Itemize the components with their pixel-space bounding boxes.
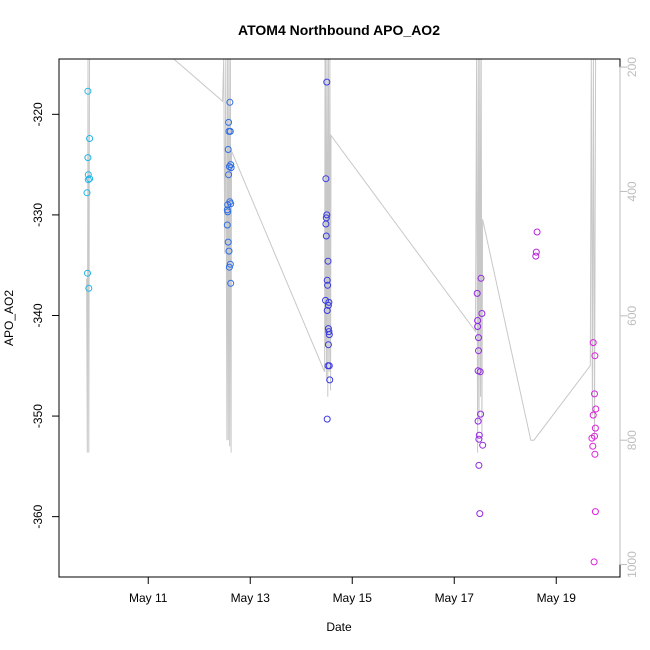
data-point xyxy=(326,376,334,384)
line-layer xyxy=(86,58,597,453)
x-tick-label: May 15 xyxy=(333,591,373,605)
y2-axis: 200 400 600 800 1000 xyxy=(619,57,639,578)
data-point xyxy=(592,405,600,413)
data-point xyxy=(226,127,234,135)
data-point xyxy=(227,200,235,208)
data-point xyxy=(322,175,330,183)
data-point xyxy=(225,263,233,271)
data-point xyxy=(323,78,331,86)
data-point xyxy=(225,171,233,179)
data-point xyxy=(84,269,91,277)
data-point xyxy=(323,276,331,284)
data-point xyxy=(226,260,234,268)
data-point xyxy=(533,228,541,236)
data-point xyxy=(322,214,330,222)
data-point xyxy=(589,411,597,419)
y2-tick-label: 1000 xyxy=(625,551,639,578)
data-point xyxy=(325,331,333,339)
data-point xyxy=(475,461,483,469)
data-point xyxy=(474,417,482,425)
data-point xyxy=(324,301,332,309)
y-tick-label: -320 xyxy=(31,102,45,126)
data-point xyxy=(84,87,92,95)
data-point xyxy=(85,284,93,292)
data-point xyxy=(84,154,92,162)
data-point xyxy=(323,307,331,314)
data-point xyxy=(322,232,330,240)
y-tick-label: -360 xyxy=(31,504,45,528)
data-point xyxy=(83,189,91,197)
data-point xyxy=(226,98,234,106)
data-point xyxy=(591,450,599,458)
data-point xyxy=(591,432,598,440)
x-tick-label: May 17 xyxy=(435,591,475,605)
y-tick-label: -340 xyxy=(31,303,45,327)
data-point xyxy=(590,558,598,566)
data-point xyxy=(322,296,329,304)
data-point xyxy=(475,334,482,342)
data-point xyxy=(589,442,597,450)
x-tick-label: May 19 xyxy=(537,591,577,605)
data-point xyxy=(477,274,485,282)
data-point xyxy=(225,247,233,255)
data-point xyxy=(475,347,482,355)
chart-title: ATOM4 Northbound APO_AO2 xyxy=(238,22,440,38)
y2-tick-label: 400 xyxy=(625,181,639,201)
data-point xyxy=(532,248,540,256)
data-point xyxy=(224,238,232,246)
data-point xyxy=(591,352,599,360)
data-point xyxy=(591,424,599,432)
data-point xyxy=(476,510,484,518)
x-tick-label: May 11 xyxy=(129,591,168,605)
data-point xyxy=(479,441,487,449)
y-tick-label: -330 xyxy=(31,203,45,227)
x-tick-label: May 13 xyxy=(231,591,271,605)
data-point xyxy=(324,281,332,289)
y2-tick-label: 800 xyxy=(625,430,639,450)
data-point xyxy=(223,221,231,229)
data-point xyxy=(227,164,235,172)
line-series xyxy=(86,58,597,453)
data-point xyxy=(84,176,92,184)
y-axis-label: APO_AO2 xyxy=(2,290,16,346)
data-point xyxy=(225,163,233,171)
data-point xyxy=(224,146,232,153)
plot-frame xyxy=(58,58,621,578)
data-point xyxy=(589,339,597,347)
data-point xyxy=(475,435,483,443)
y2-tick-label: 600 xyxy=(625,305,639,325)
data-point xyxy=(325,362,333,370)
data-point xyxy=(323,415,331,423)
data-point xyxy=(227,279,235,287)
data-point xyxy=(473,289,481,297)
y2-tick-label: 200 xyxy=(625,57,639,77)
data-point xyxy=(324,341,332,349)
data-point xyxy=(86,135,94,142)
data-point xyxy=(224,208,232,216)
data-point xyxy=(84,171,92,179)
data-point xyxy=(325,298,333,306)
data-point xyxy=(476,368,484,376)
data-point xyxy=(324,257,332,265)
data-point xyxy=(475,431,483,439)
data-point xyxy=(323,211,331,219)
x-axis-label: Date xyxy=(326,620,352,634)
point-layer xyxy=(83,78,600,566)
data-point xyxy=(478,310,486,317)
data-point xyxy=(325,328,333,336)
data-point xyxy=(474,317,482,324)
data-point xyxy=(225,118,233,126)
x-axis: May 11 May 13 May 15 May 17 May 19 xyxy=(129,577,576,605)
data-point xyxy=(591,390,598,398)
data-point xyxy=(532,252,540,260)
data-point xyxy=(477,410,485,418)
data-point xyxy=(591,508,599,516)
data-point xyxy=(86,175,94,183)
y-axis: -320 -330 -340 -350 -360 xyxy=(31,102,59,529)
y-tick-label: -350 xyxy=(31,404,45,428)
data-point xyxy=(227,161,235,169)
